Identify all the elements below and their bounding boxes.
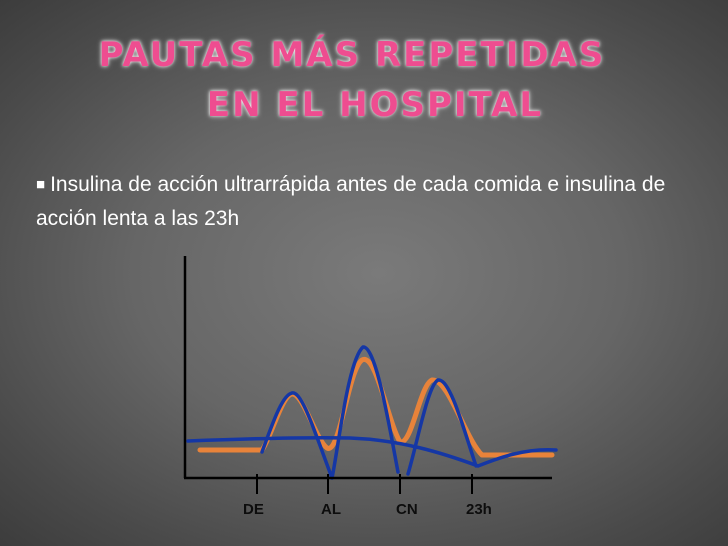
bullet-text: Insulina de acción ultrarrápida antes de… [36,173,666,230]
slide-title: PAUTAS MÁS REPETIDAS EN EL HOSPITAL [0,30,728,130]
blue-rapid-curve-2 [330,345,400,480]
title-line-1: PAUTAS MÁS REPETIDAS [98,35,606,75]
label-23h: 23h [466,501,492,518]
title-line-2: EN EL HOSPITAL [206,85,544,125]
square-bullet-icon: ■ [36,176,46,193]
label-de: DE [243,501,264,518]
blue-rapid-curve-3 [406,378,478,476]
label-cn: CN [396,501,418,518]
label-al: AL [321,501,341,518]
blue-rapid-curve-1 [260,391,334,480]
bullet-paragraph: ■ Insulina de acción ultrarrápida antes d… [36,168,716,236]
blue-basal-curve [186,435,558,468]
